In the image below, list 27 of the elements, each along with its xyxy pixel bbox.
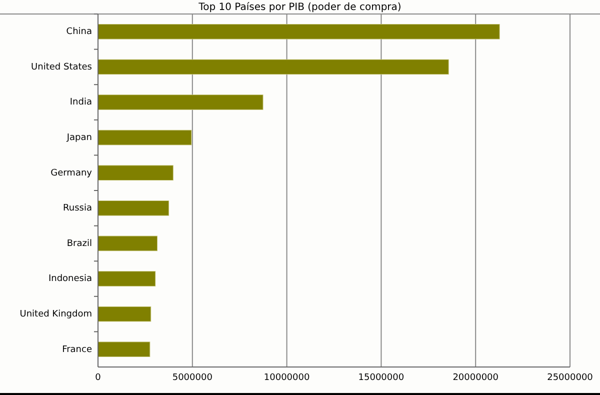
y-tick-label: United Kingdom bbox=[20, 310, 92, 320]
x-tick-label: 10000000 bbox=[264, 373, 310, 383]
bar bbox=[98, 342, 150, 358]
y-tick-label: Brazil bbox=[66, 238, 92, 249]
x-tick-label: 5000000 bbox=[172, 373, 213, 383]
chart-title: Top 10 Países por PIB (poder de compra) bbox=[198, 2, 402, 13]
y-tick-label: Japan bbox=[66, 133, 92, 144]
bar bbox=[98, 24, 500, 40]
bar bbox=[98, 130, 192, 146]
bar bbox=[98, 200, 170, 216]
y-tick-label: India bbox=[70, 98, 92, 108]
y-tick-label: France bbox=[62, 344, 92, 355]
bar bbox=[98, 165, 174, 181]
bar bbox=[98, 94, 264, 110]
y-tick-label: Russia bbox=[63, 204, 92, 214]
y-tick-label: Germany bbox=[50, 168, 93, 178]
x-tick-label: 25000000 bbox=[547, 373, 594, 383]
x-tick-label: 20000000 bbox=[452, 373, 499, 383]
y-tick-label: Indonesia bbox=[48, 274, 92, 284]
x-tick-label: 0 bbox=[95, 373, 102, 383]
bar bbox=[98, 306, 152, 322]
bar bbox=[98, 59, 449, 75]
x-tick-label: 15000000 bbox=[358, 373, 404, 383]
bar bbox=[98, 236, 158, 252]
bar bbox=[98, 271, 156, 286]
y-tick-label: China bbox=[66, 27, 92, 38]
y-tick-label: United States bbox=[31, 62, 92, 72]
